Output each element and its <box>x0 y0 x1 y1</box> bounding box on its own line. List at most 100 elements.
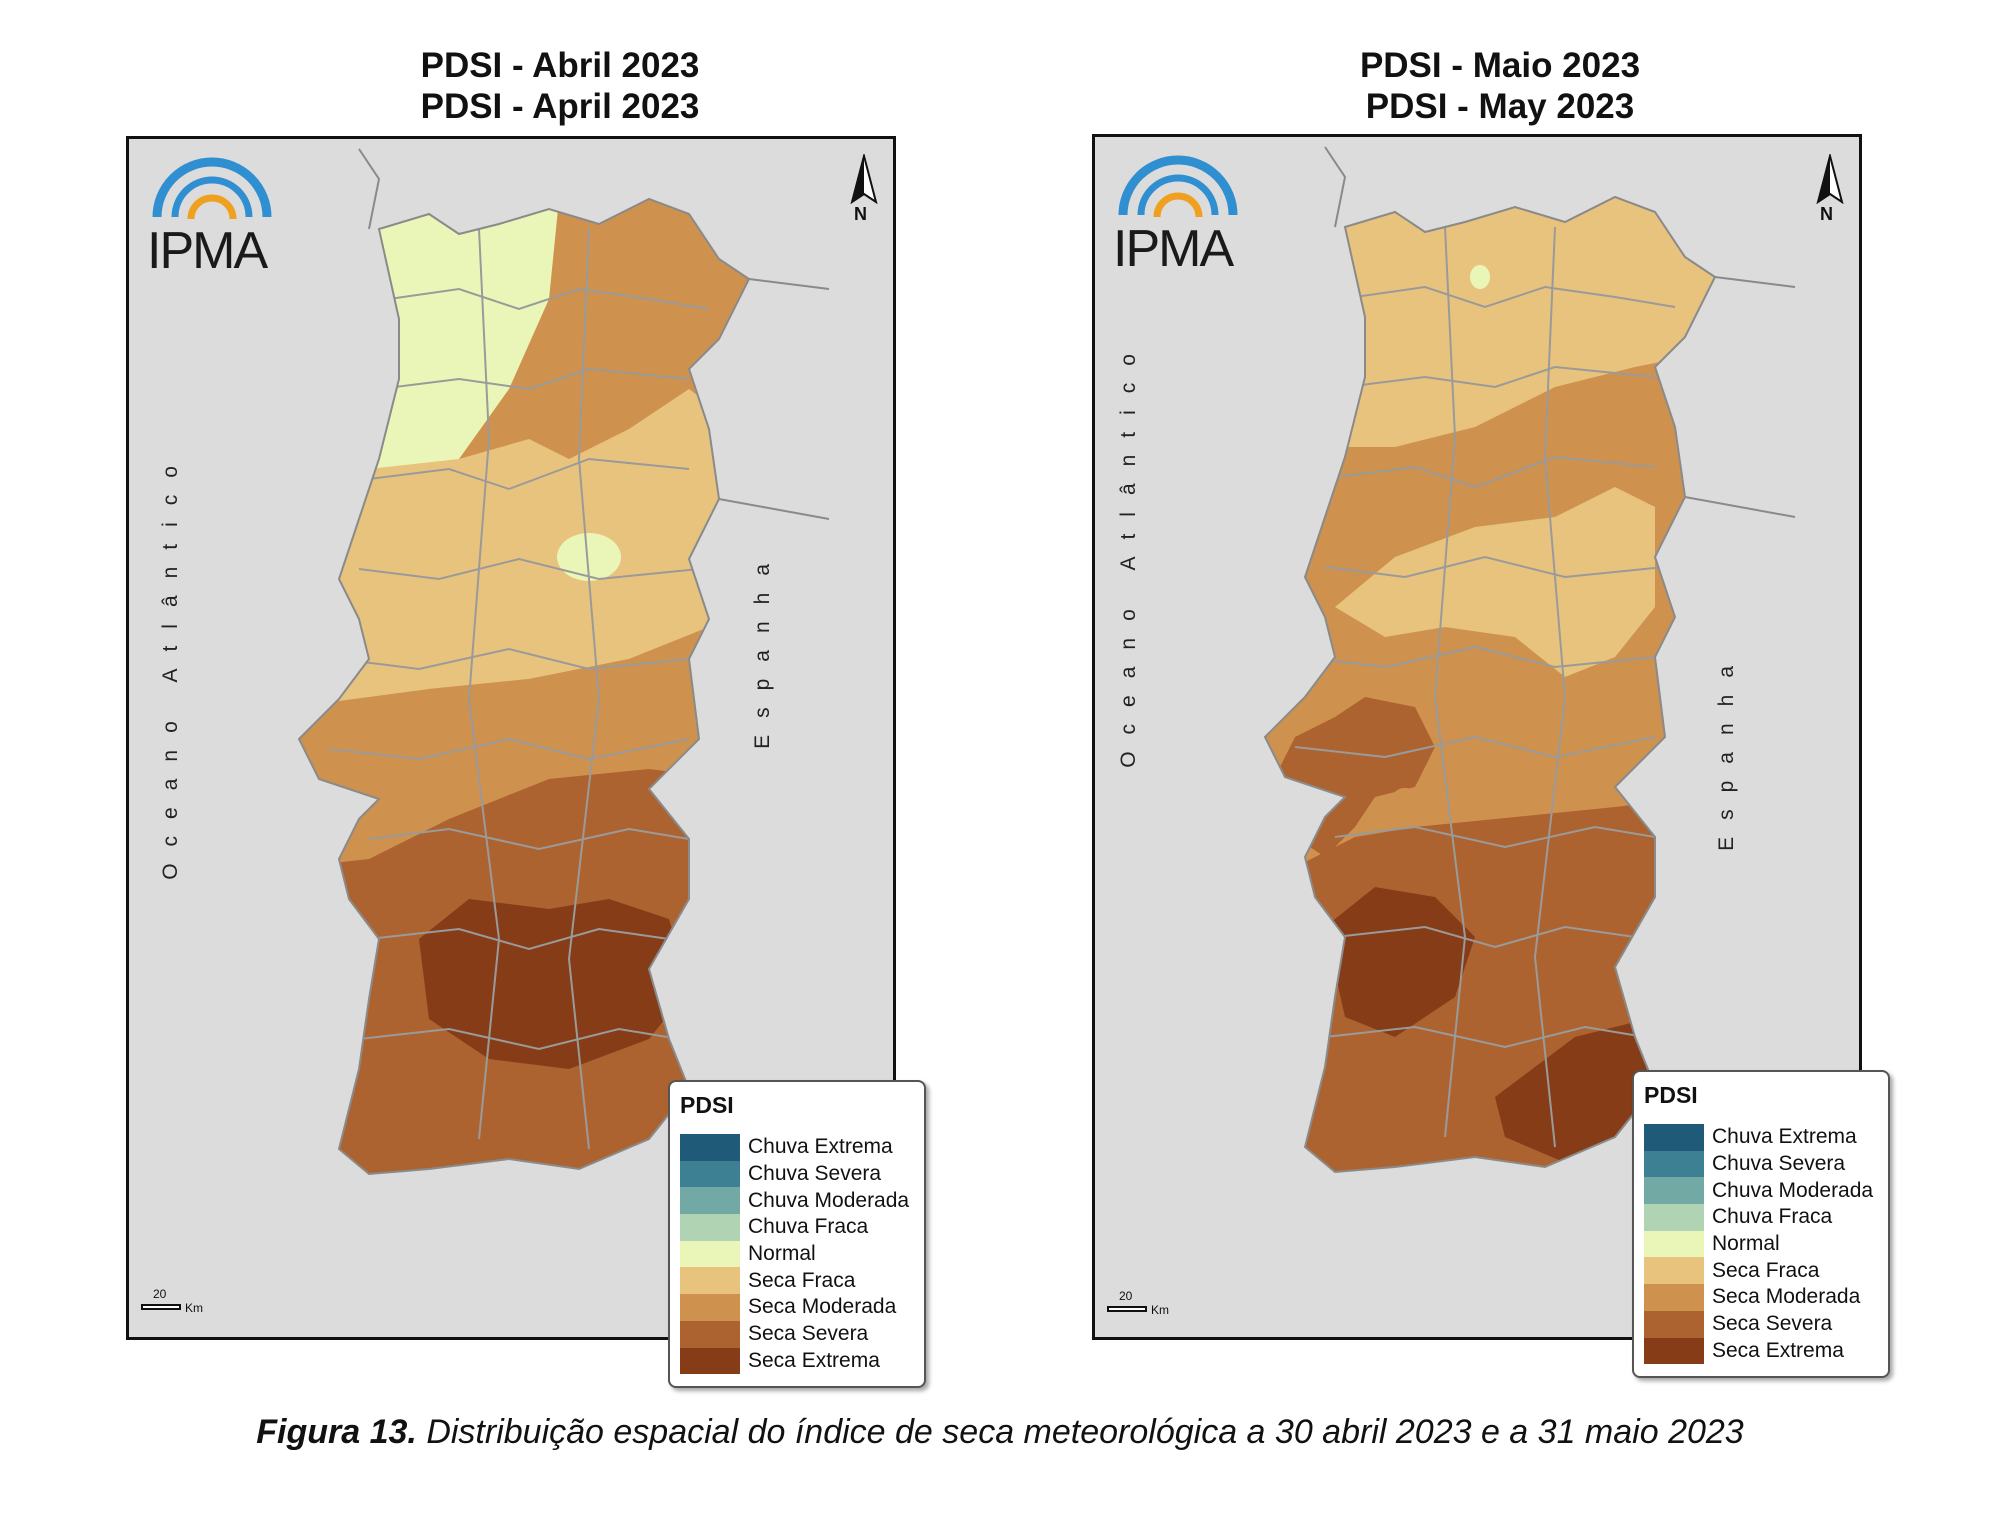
legend-item: Chuva Fraca <box>680 1214 909 1241</box>
ipma-logo: IPMA <box>147 157 277 280</box>
title-line-en: PDSI - April 2023 <box>420 87 700 126</box>
spain-borders <box>358 148 830 520</box>
zone-algarve-leste <box>1495 1017 1655 1167</box>
legend-items: Chuva Extrema Chuva Severa Chuva Moderad… <box>680 1134 910 1375</box>
zone-beira-interior <box>1335 487 1655 677</box>
spain-borders <box>1324 146 1796 518</box>
north-label: N <box>854 204 867 224</box>
ipma-logo: IPMA <box>1113 155 1243 278</box>
zone-normal-spot <box>557 533 621 581</box>
legend-label: Seca Severa <box>1712 1312 1833 1336</box>
figure-caption: Figura 13. Distribuição espacial do índi… <box>0 1413 2000 1452</box>
logo-text: IPMA <box>1113 220 1234 278</box>
legend-label: Normal <box>1712 1232 1780 1256</box>
caption-text: Distribuição espacial do índice de seca … <box>416 1413 1744 1451</box>
legend-item: Seca Extrema <box>680 1347 909 1375</box>
north-arrow-icon <box>850 152 878 205</box>
scale-value: 20 <box>153 1287 167 1301</box>
legend-swatch <box>680 1294 740 1321</box>
legend-swatch <box>680 1214 740 1241</box>
legend-swatch <box>680 1347 740 1375</box>
legend-swatch <box>1644 1204 1704 1231</box>
legend-item: Seca Severa <box>1644 1310 1873 1338</box>
legend-swatch <box>1644 1257 1704 1285</box>
legend-item: Seca Severa <box>680 1320 909 1348</box>
scale-unit: Km <box>1151 1303 1169 1317</box>
legend-item: Chuva Severa <box>680 1160 909 1188</box>
scale-unit: Km <box>185 1301 203 1315</box>
legend-title: PDSI <box>680 1092 734 1118</box>
logo-text: IPMA <box>147 222 268 280</box>
title-line-en: PDSI - May 2023 <box>1365 87 1635 126</box>
district-borders <box>328 228 710 1150</box>
north-arrow: N <box>1810 152 1850 234</box>
scale-bar-graphic <box>141 1304 181 1310</box>
legend-label: Seca Fraca <box>748 1268 856 1292</box>
title-line-pt: PDSI - Abril 2023 <box>420 46 700 85</box>
logo-arcs-icon <box>1118 155 1238 218</box>
spain-label: Espanha <box>751 547 774 749</box>
legend-item: Chuva Moderada <box>680 1187 910 1215</box>
legend-swatch <box>680 1320 740 1348</box>
legend-item: Seca Fraca <box>680 1267 909 1295</box>
legend-swatch <box>680 1240 740 1268</box>
legend-label: Chuva Severa <box>1712 1152 1846 1176</box>
legend-label: Seca Extrema <box>1712 1338 1844 1362</box>
legend-item: Chuva Moderada <box>1644 1177 1873 1205</box>
legend-label: Chuva Fraca <box>1712 1205 1833 1229</box>
legend-item: Normal <box>1644 1230 1873 1258</box>
map-title-may: PDSI - Maio 2023 PDSI - May 2023 <box>1325 45 1675 127</box>
zone-norte-interior <box>529 199 749 459</box>
caption-label: Figura 13. <box>256 1413 417 1451</box>
logo-arcs-icon <box>152 157 272 220</box>
zone-norte <box>1335 197 1715 447</box>
legend-label: Seca Extrema <box>748 1348 880 1372</box>
north-label: N <box>1820 204 1833 224</box>
legend-swatch <box>1644 1230 1704 1258</box>
legend-swatch <box>680 1134 740 1161</box>
legend-swatch <box>680 1187 740 1215</box>
legend-swatch <box>1644 1177 1704 1205</box>
legend-item: Seca Moderada <box>680 1294 909 1321</box>
ocean-label: Oceano Atlântico <box>1117 337 1140 768</box>
zone-seca-extrema <box>419 899 689 1069</box>
legend-item: Chuva Fraca <box>1644 1204 1873 1231</box>
legend-item: Chuva Extrema <box>1644 1124 1873 1151</box>
legend-label: Seca Moderada <box>748 1295 897 1319</box>
legend-title: PDSI <box>1644 1082 1698 1108</box>
legend-item: Chuva Extrema <box>680 1134 909 1161</box>
scale-value: 20 <box>1119 1289 1133 1303</box>
legend-label: Chuva Extrema <box>748 1135 893 1159</box>
ocean-label: Oceano Atlântico <box>159 449 182 880</box>
zone-normal-spot <box>1470 265 1490 289</box>
legend-label: Chuva Extrema <box>1712 1125 1857 1149</box>
legend-label: Normal <box>748 1242 816 1266</box>
legend-item: Normal <box>680 1240 909 1268</box>
map-frame-may: IPMA N Oceano Atlântico Espanha 20 Km <box>1092 134 1862 1340</box>
legend-swatch <box>1644 1150 1704 1178</box>
legend-label: Seca Moderada <box>1712 1285 1861 1309</box>
north-arrow-icon <box>1816 152 1844 205</box>
portugal-map-may <box>1263 146 1796 1174</box>
legend-swatch <box>1644 1310 1704 1338</box>
district-borders <box>1294 226 1676 1148</box>
scale-bar-graphic <box>1107 1306 1147 1312</box>
portugal-map-april <box>297 148 830 1176</box>
legend-swatch <box>680 1160 740 1188</box>
legend-item: Seca Extrema <box>1644 1337 1873 1365</box>
legend-swatch <box>680 1267 740 1295</box>
legend-items: Chuva Extrema Chuva Severa Chuva Moderad… <box>1644 1124 1873 1365</box>
north-arrow: N <box>844 152 884 234</box>
legend-swatch <box>1644 1124 1704 1151</box>
legend-swatch <box>1644 1284 1704 1311</box>
zone-centro <box>329 389 729 709</box>
title-line-pt: PDSI - Maio 2023 <box>1359 46 1641 85</box>
map-frame-april: IPMA N Oceano Atlântico Espanha 20 Km <box>126 136 896 1340</box>
legend-item: Seca Moderada <box>1644 1284 1873 1311</box>
legend-label: Chuva Fraca <box>748 1215 869 1239</box>
legend-label: Chuva Moderada <box>748 1188 910 1212</box>
spain-label: Espanha <box>1715 649 1738 851</box>
legend-april: PDSI Chuva Extrema Chuva Severa Chuva Mo… <box>668 1080 926 1388</box>
legend-item: Seca Fraca <box>1644 1257 1873 1285</box>
map-title-april: PDSI - Abril 2023 PDSI - April 2023 <box>385 45 735 127</box>
